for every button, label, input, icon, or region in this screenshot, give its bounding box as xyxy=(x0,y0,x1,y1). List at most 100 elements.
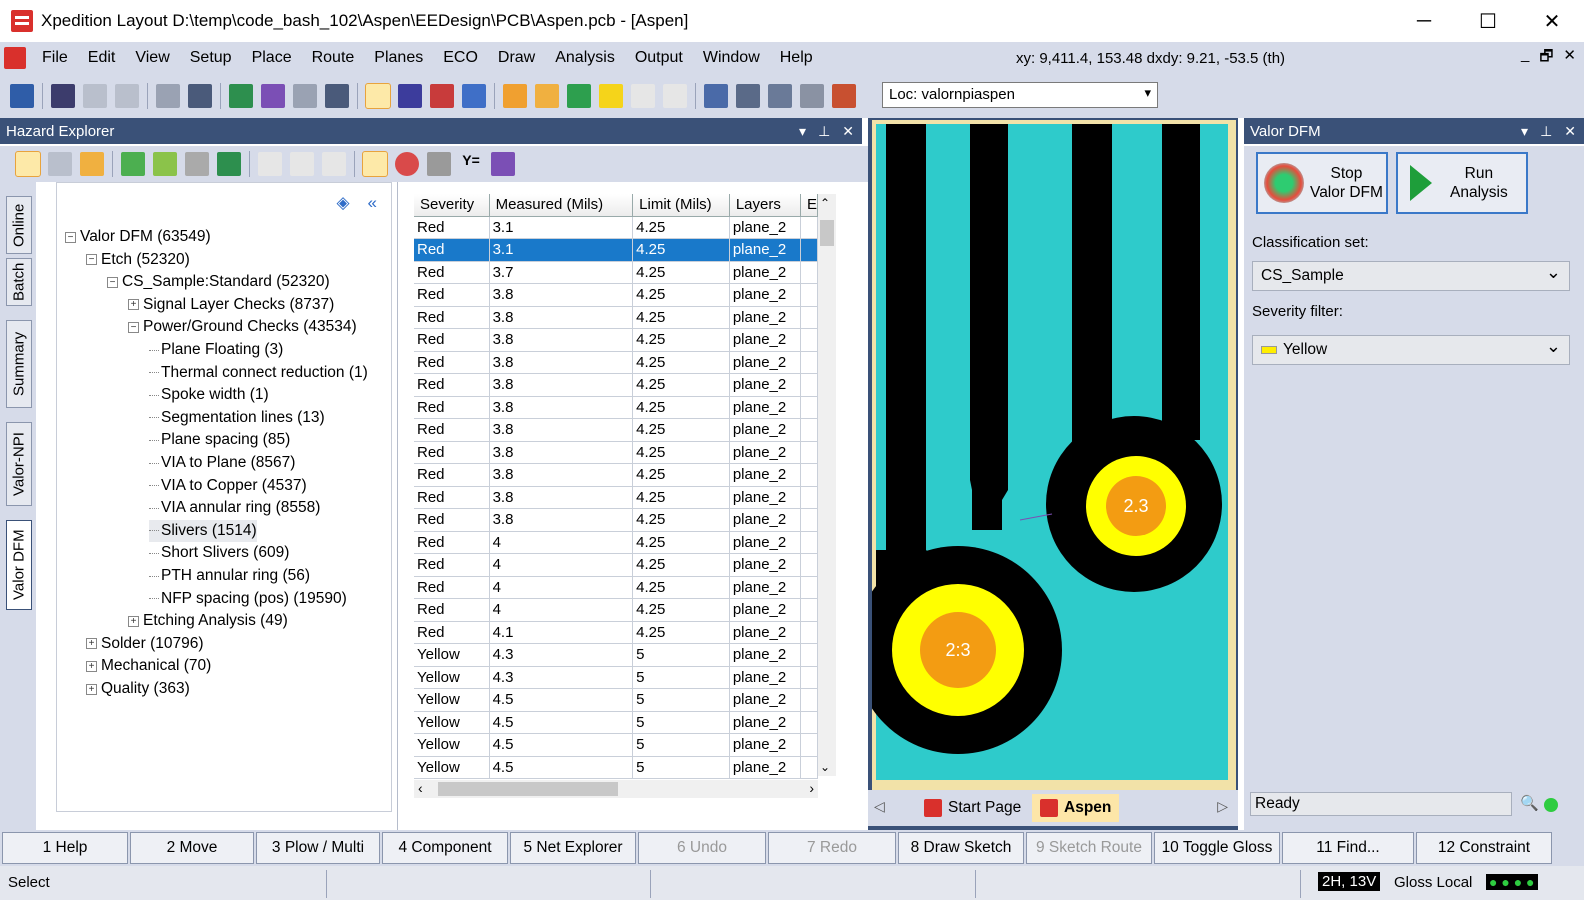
undo-icon[interactable] xyxy=(83,84,107,108)
library-icon[interactable] xyxy=(491,152,515,176)
scroll-left-icon[interactable]: ‹ xyxy=(418,780,423,796)
pin-icon[interactable]: ⊥ xyxy=(818,122,831,139)
menu-item[interactable]: View xyxy=(135,49,170,66)
tree-node[interactable]: − Valor DFM (63549) xyxy=(65,226,211,248)
table-row[interactable]: Red 3.8 4.25 plane_2 xyxy=(414,441,819,464)
menu-item[interactable]: Help xyxy=(779,49,813,66)
tab-aspen[interactable]: Aspen xyxy=(1032,794,1120,822)
tree-node[interactable]: Plane spacing (85) xyxy=(149,429,290,451)
column-header[interactable]: Layers xyxy=(729,194,801,217)
menu-item[interactable]: Draw xyxy=(497,49,536,66)
tree-node[interactable]: Spoke width (1) xyxy=(149,384,269,406)
valor-menu-icon[interactable]: ▾ xyxy=(1521,122,1529,139)
route-icon[interactable] xyxy=(430,84,454,108)
select-object-icon[interactable] xyxy=(48,152,72,176)
scroll-up-icon[interactable]: ⌃ xyxy=(820,196,831,210)
expand-icon[interactable]: + xyxy=(128,615,139,627)
column-header[interactable]: Limit (Mils) xyxy=(632,194,730,217)
expand-icon[interactable]: + xyxy=(86,660,97,672)
table-row[interactable]: Red 3.8 4.25 plane_2 xyxy=(414,486,819,509)
copy-icon[interactable] xyxy=(736,84,760,108)
table-row[interactable]: Red 3.8 4.25 plane_2 xyxy=(414,508,819,532)
table-row[interactable]: Red 3.1 4.25 plane_2 xyxy=(414,238,819,262)
table-row[interactable]: Yellow 4.5 5 plane_2 xyxy=(414,711,819,734)
tab-scroll-left-icon[interactable]: ◁ xyxy=(874,798,885,814)
zoom-icon[interactable] xyxy=(704,84,728,108)
accept-all-icon[interactable] xyxy=(153,152,177,176)
menu-item[interactable]: Route xyxy=(311,49,355,66)
board-outline-icon[interactable] xyxy=(229,84,253,108)
table-row[interactable]: Red 4 4.25 plane_2 xyxy=(414,576,819,599)
panel-menu-icon[interactable]: ▾ xyxy=(799,122,807,139)
highlight-icon[interactable] xyxy=(80,152,104,176)
tree-node[interactable]: VIA annular ring (8558) xyxy=(149,497,320,519)
close-button[interactable]: ✕ xyxy=(1543,10,1561,33)
table-row[interactable]: Yellow 4.3 5 plane_2 xyxy=(414,666,819,689)
panel-close-icon[interactable]: ✕ xyxy=(842,122,854,139)
side-tab[interactable]: Summary xyxy=(6,320,32,408)
table-row[interactable]: Red 3.8 4.25 plane_2 xyxy=(414,373,819,397)
table-row[interactable]: Red 3.8 4.25 plane_2 xyxy=(414,328,819,352)
menu-item[interactable]: Setup xyxy=(189,49,232,66)
filter-icon[interactable]: Y= xyxy=(459,152,483,176)
classification-dropdown[interactable]: CS_Sample xyxy=(1252,261,1570,291)
drc-icon[interactable] xyxy=(631,84,655,108)
function-key-button[interactable]: 5 Net Explorer xyxy=(510,832,636,864)
reference-icon[interactable] xyxy=(293,84,317,108)
scroll-down-icon[interactable]: ⌄ xyxy=(820,760,831,774)
table-row[interactable]: Yellow 4.3 5 plane_2 xyxy=(414,643,819,667)
table-row[interactable]: Red 3.8 4.25 plane_2 xyxy=(414,306,819,329)
function-key-button[interactable]: 8 Draw Sketch xyxy=(898,832,1024,864)
valor-close-icon[interactable]: ✕ xyxy=(1564,122,1576,139)
review-icon[interactable] xyxy=(503,84,527,108)
expand-icon[interactable]: + xyxy=(128,299,139,311)
tree-node[interactable]: Slivers (1514) xyxy=(149,519,257,542)
place-part-icon[interactable] xyxy=(156,84,180,108)
table-row[interactable]: Red 3.8 4.25 plane_2 xyxy=(414,396,819,419)
triangle-icon[interactable] xyxy=(427,152,451,176)
locate-icon[interactable]: ◈ xyxy=(336,193,350,212)
hscroll-thumb[interactable] xyxy=(438,782,618,796)
table-row[interactable]: Red 3.8 4.25 plane_2 xyxy=(414,418,819,442)
function-key-button[interactable]: 7 Redo xyxy=(768,832,896,864)
table-row[interactable]: Red 3.7 4.25 plane_2 xyxy=(414,261,819,284)
menu-item[interactable]: File xyxy=(42,49,68,66)
tree-node[interactable]: PTH annular ring (56) xyxy=(149,565,310,587)
menu-item[interactable]: Planes xyxy=(374,49,424,66)
menu-item[interactable]: Output xyxy=(634,49,683,66)
magnifier-icon[interactable]: 🔍 xyxy=(1520,795,1539,812)
tree-node[interactable]: − Etch (52320) xyxy=(86,249,190,271)
table-row[interactable]: Yellow 4.5 5 plane_2 xyxy=(414,688,819,712)
tree-node[interactable]: NFP spacing (pos) (19590) xyxy=(149,588,347,610)
select-area-icon[interactable] xyxy=(261,84,285,108)
select-hazard-icon[interactable] xyxy=(15,151,41,177)
warning-icon[interactable] xyxy=(599,84,623,108)
mdi-close-button[interactable]: ✕ xyxy=(1563,46,1576,64)
layer-stack-icon[interactable] xyxy=(325,84,349,108)
horizontal-scrollbar[interactable]: ‹ › xyxy=(414,780,818,798)
tree-node[interactable]: Short Slivers (609) xyxy=(149,542,289,564)
menu-item[interactable]: ECO xyxy=(443,49,478,66)
plane-icon[interactable] xyxy=(462,84,486,108)
severity-dropdown[interactable]: Yellow xyxy=(1252,335,1570,365)
table-row[interactable]: Red 3.8 4.25 plane_2 xyxy=(414,283,819,307)
document-view-icon[interactable] xyxy=(290,152,314,176)
scroll-right-icon[interactable]: › xyxy=(809,780,814,796)
tab-start-page[interactable]: Start Page xyxy=(924,794,1021,822)
tree-node[interactable]: + Mechanical (70) xyxy=(86,655,211,677)
table-row[interactable]: Yellow 4.5 5 plane_2 xyxy=(414,756,819,779)
function-key-button[interactable]: 9 Sketch Route xyxy=(1026,832,1152,864)
expand-icon[interactable]: + xyxy=(86,683,97,695)
report-icon[interactable] xyxy=(258,152,282,176)
table-row[interactable]: Red 4.1 4.25 plane_2 xyxy=(414,621,819,644)
column-header[interactable]: E xyxy=(800,194,819,217)
save-icon[interactable] xyxy=(10,84,34,108)
collapse-left-icon[interactable]: « xyxy=(367,193,377,212)
tree-node[interactable]: + Etching Analysis (49) xyxy=(128,610,288,632)
edit-icon[interactable] xyxy=(535,84,559,108)
run-analysis-button[interactable]: Run Analysis xyxy=(1396,152,1528,214)
minimize-button[interactable]: ─ xyxy=(1416,9,1432,32)
side-tab[interactable]: Batch xyxy=(6,258,32,306)
function-key-button[interactable]: 11 Find... xyxy=(1282,832,1414,864)
side-tab[interactable]: Valor DFM xyxy=(6,520,32,610)
